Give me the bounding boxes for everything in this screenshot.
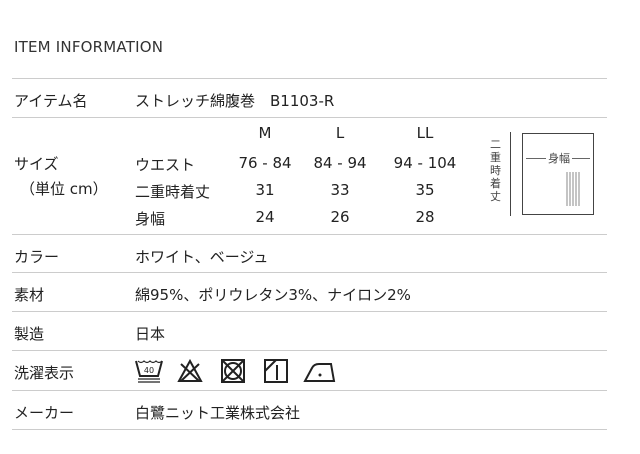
- size-header-l: L: [335, 124, 345, 142]
- material-value: 綿95%、ポリウレタン3%、ナイロン2%: [135, 286, 411, 304]
- shade-drip-dry-icon: [264, 359, 288, 383]
- origin-value: 日本: [135, 325, 166, 343]
- size-cell: 26: [330, 208, 350, 226]
- divider: [12, 272, 607, 273]
- length-label: 二重時着丈: [490, 138, 501, 203]
- divider: [12, 390, 607, 391]
- size-diagram: 二重時着丈 身幅: [488, 130, 598, 220]
- maker-label: メーカー: [14, 404, 75, 422]
- size-row-name: 二重時着丈: [135, 183, 211, 201]
- size-cell: 24: [255, 208, 275, 226]
- svg-text:40: 40: [144, 366, 154, 375]
- divider: [12, 350, 607, 351]
- width-label: 身幅: [546, 150, 572, 166]
- item-label: アイテム名: [14, 92, 88, 110]
- divider: [12, 311, 607, 312]
- size-cell: 33: [330, 181, 350, 199]
- divider: [12, 78, 607, 79]
- material-label: 素材: [14, 286, 45, 304]
- origin-label: 製造: [14, 325, 45, 343]
- size-cell: 35: [415, 181, 435, 199]
- divider: [12, 117, 607, 118]
- size-label: サイズ: [14, 155, 59, 173]
- color-label: カラー: [14, 248, 60, 266]
- divider: [12, 429, 607, 430]
- stitch-lines-icon: [566, 172, 580, 206]
- no-bleach-icon: [177, 358, 203, 382]
- size-header-m: M: [258, 124, 272, 142]
- color-value: ホワイト、ベージュ: [135, 248, 269, 266]
- iron-low-icon: [303, 363, 336, 382]
- section-title: ITEM INFORMATION: [14, 38, 164, 56]
- care-label: 洗濯表示: [14, 364, 75, 382]
- size-cell: 28: [415, 208, 435, 226]
- size-row-name: 身幅: [135, 210, 166, 228]
- maker-value: 白鷺ニット工業株式会社: [135, 404, 301, 422]
- wash-40-icon: 40: [135, 360, 163, 383]
- size-header-ll: LL: [416, 124, 434, 142]
- size-cell: 84 - 94: [313, 154, 367, 172]
- size-row-name: ウエスト: [135, 156, 196, 174]
- item-value: ストレッチ綿腹巻 B1103-R: [135, 92, 335, 110]
- size-cell: 94 - 104: [393, 154, 457, 172]
- size-unit: （単位 cm）: [20, 180, 108, 198]
- divider: [12, 234, 607, 235]
- size-cell: 76 - 84: [238, 154, 292, 172]
- size-cell: 31: [255, 181, 275, 199]
- no-tumble-dry-icon: [221, 359, 245, 383]
